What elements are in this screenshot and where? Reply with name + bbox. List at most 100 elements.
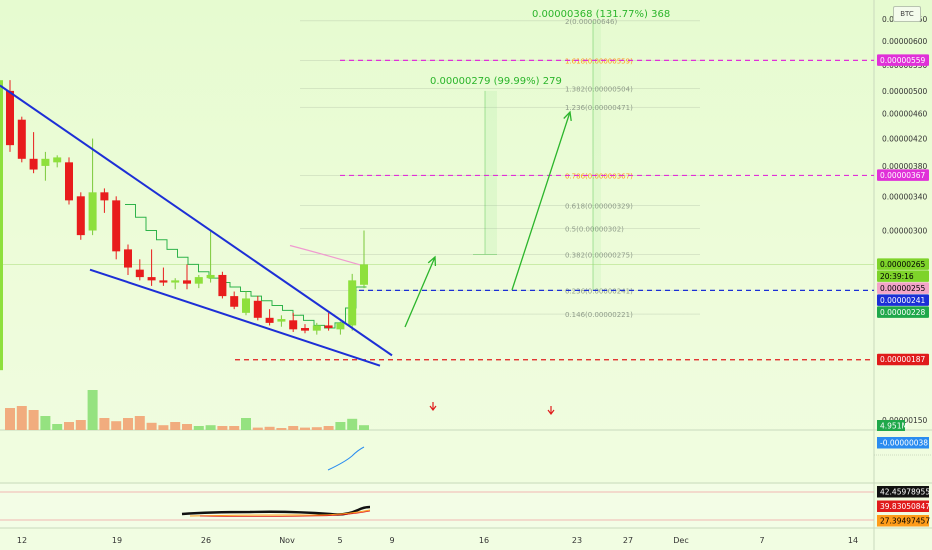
candle-body [53, 157, 62, 163]
volume-bar [193, 426, 204, 430]
time-tick-label: 19 [112, 536, 122, 545]
indicator-2-black-line [181, 505, 371, 516]
candle-body [277, 319, 286, 322]
fib-level-label: 1.382(0.00000504) [565, 86, 633, 94]
candle-body [324, 325, 333, 329]
price-badge [877, 294, 929, 306]
volume-bar [311, 427, 322, 430]
volume-bar [264, 426, 275, 430]
indicator-2-badge [877, 486, 929, 498]
volume-bar [123, 418, 133, 430]
fib-extension-group: 2(0.00000646) 1.618(0.00000559) 1.382(0.00… [300, 18, 700, 319]
volume-badge [877, 420, 905, 431]
candle-body [76, 196, 85, 236]
price-badge-label: 0.00000265 [880, 260, 926, 269]
volume-bar [359, 425, 369, 430]
down-arrow-2-head [547, 409, 555, 415]
volume-bar [64, 422, 74, 430]
time-tick-label: 14 [848, 536, 858, 545]
fib-level-label: 0.786(0.00000367) [565, 172, 633, 180]
arrow-up-small-head [427, 255, 437, 267]
price-badge [877, 270, 929, 282]
volume-bar [40, 416, 51, 430]
time-tick-label: 23 [572, 536, 582, 545]
candle-body [336, 322, 345, 330]
volume-bar [335, 422, 346, 430]
arrow-up-small [404, 256, 436, 328]
volume-bar [158, 425, 169, 430]
arrow-up-large-head [563, 110, 572, 122]
price-tick-label: 0.00000420 [882, 135, 928, 144]
candle-body [29, 158, 38, 170]
indicator-2-badge [877, 500, 929, 512]
volume-bar [87, 390, 98, 430]
volume-badge-label: 4.951M [880, 422, 908, 431]
indicator-1-badge [877, 437, 929, 449]
fib-level-label: 0.5(0.00000302) [565, 226, 624, 234]
fib-level-label: 0.146(0.00000221) [565, 311, 633, 319]
fib-level-label: 1.618(0.00000559) [565, 57, 633, 65]
fib-level-label: 0.236(0.00000241) [565, 287, 633, 295]
volume-bar [241, 418, 251, 430]
price-badge-label: 0.00000241 [880, 296, 926, 305]
price-tick-label: 0.00000500 [882, 87, 928, 96]
volume-bar [146, 422, 157, 430]
time-axis-group[interactable]: 12 19 26 Nov 5 9 16 23 27 Dec 7 14 [17, 536, 858, 545]
price-axis-group[interactable]: 0.000006500.000006000.000005500.00000500… [874, 15, 932, 527]
drawings-group [0, 84, 572, 415]
price-badge-label: 0.00000255 [880, 284, 926, 293]
volume-bar [99, 418, 110, 430]
price-badge-label: 0.00000228 [880, 308, 926, 317]
price-badge-label: 0.00000559 [880, 56, 926, 65]
indicator-pane-1-bg [0, 431, 874, 483]
volume-bars-group [5, 390, 369, 430]
time-tick-label: Nov [279, 536, 295, 545]
candle-body [112, 200, 121, 252]
candle-body [147, 277, 156, 281]
candle-body [242, 298, 250, 313]
fib-level-label: 0.382(0.00000275) [565, 251, 633, 259]
currency-badge[interactable]: BTC [893, 6, 921, 22]
volume-bar [205, 425, 216, 430]
indicator-1-badge-label: -0.00000038 [880, 439, 928, 448]
candle-body [183, 280, 191, 284]
price-badge [877, 169, 929, 181]
arrow-up-large [511, 111, 571, 291]
candle-body [124, 249, 132, 268]
volume-bar [16, 406, 27, 430]
partial-candle-left [0, 80, 3, 371]
mid-target-label: 0.00000279 (99.99%) 279 [430, 76, 562, 87]
volume-bar [111, 421, 122, 430]
candle-body [6, 90, 14, 146]
candle-body [206, 274, 215, 279]
price-tick-label: 0.00000600 [882, 37, 928, 46]
candle-body [289, 320, 298, 330]
candles-group [0, 80, 368, 371]
wedge-upper-line [0, 84, 393, 357]
time-tick-label: Dec [673, 536, 688, 545]
indicator-2-orange-line [189, 509, 371, 517]
candle-body [348, 280, 357, 326]
candle-body [230, 296, 239, 307]
indicator-2-badge [877, 515, 929, 527]
main-pane [0, 0, 874, 430]
indicator-1-line [327, 446, 365, 471]
volume-bar [52, 424, 63, 430]
price-badge [877, 54, 929, 66]
price-badge-label: 20:39:16 [880, 272, 914, 281]
level-lines-group [0, 59, 874, 361]
candle-body [301, 328, 309, 331]
price-badge [877, 258, 929, 270]
time-tick-label: 27 [623, 536, 633, 545]
volume-bar [300, 427, 310, 430]
price-tick-label: 0.00000460 [882, 110, 928, 119]
time-tick-label: 26 [201, 536, 211, 545]
volume-bar [229, 426, 240, 430]
price-tick-label: 0.00000340 [882, 192, 928, 201]
step-line-group [125, 203, 367, 329]
volume-bar [28, 410, 39, 430]
candle-body [88, 192, 97, 231]
top-target-label: 0.00000368 (131.77%) 368 [532, 9, 670, 20]
